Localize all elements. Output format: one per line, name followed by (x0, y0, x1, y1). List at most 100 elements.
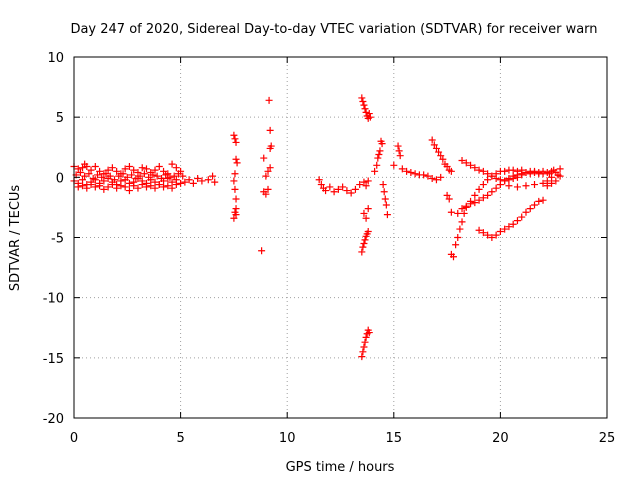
data-point (162, 171, 170, 179)
data-point (488, 172, 496, 180)
data-point (460, 209, 468, 217)
data-point (501, 167, 509, 175)
data-point (360, 101, 368, 109)
x-tick-label: 10 (279, 431, 296, 446)
data-point (74, 183, 82, 191)
data-point (376, 147, 384, 155)
x-tick-label: 25 (599, 431, 616, 446)
y-tick-label: -20 (43, 412, 64, 427)
data-point (315, 176, 323, 184)
x-tick-label: 0 (70, 431, 78, 446)
data-point (492, 175, 500, 183)
data-point (479, 194, 487, 202)
data-point (111, 176, 119, 184)
data-point (179, 172, 187, 180)
data-point (230, 131, 238, 139)
data-point (360, 209, 368, 217)
data-point (91, 163, 99, 171)
data-point (134, 184, 142, 192)
data-point (204, 176, 212, 184)
data-point (456, 225, 464, 233)
data-point (153, 172, 161, 180)
data-point (554, 171, 562, 179)
data-point (104, 183, 112, 191)
data-point (265, 96, 273, 104)
data-point (362, 182, 370, 190)
data-point (83, 163, 91, 171)
data-point (74, 165, 82, 173)
data-point (104, 166, 112, 174)
data-point (374, 154, 382, 162)
data-point (113, 167, 121, 175)
data-point (535, 197, 543, 205)
data-point (462, 159, 470, 167)
data-point (394, 142, 402, 150)
data-point (443, 191, 451, 199)
data-point (395, 147, 403, 155)
data-point (364, 227, 372, 235)
data-point (138, 181, 146, 189)
data-point (260, 154, 268, 162)
data-point (522, 182, 530, 190)
data-point (168, 184, 176, 192)
data-point (383, 211, 391, 219)
data-point (132, 175, 140, 183)
data-point (539, 196, 547, 204)
data-point (552, 177, 560, 185)
data-point (326, 183, 334, 191)
data-point (443, 163, 451, 171)
data-point (475, 196, 483, 204)
data-point (106, 172, 114, 180)
data-point (531, 181, 539, 189)
data-point (96, 182, 104, 190)
data-point (262, 190, 270, 198)
data-point (93, 171, 101, 179)
data-point (452, 241, 460, 249)
y-axis-label: SDTVAR / TECUs (8, 185, 23, 292)
data-point (347, 189, 355, 197)
x-tick-label: 20 (492, 431, 509, 446)
data-point (356, 181, 364, 189)
data-point (160, 167, 168, 175)
data-point (361, 338, 369, 346)
data-point (136, 172, 144, 180)
data-point (365, 329, 373, 337)
data-point (121, 183, 129, 191)
data-point (231, 185, 239, 193)
data-point (177, 179, 185, 187)
data-point (98, 173, 106, 181)
data-point (432, 144, 440, 152)
data-point (398, 165, 406, 173)
data-point (479, 181, 487, 189)
data-point (172, 164, 180, 172)
data-point (556, 165, 564, 173)
data-point (266, 126, 274, 134)
data-point (108, 181, 116, 189)
data-point (262, 172, 270, 180)
data-point (447, 167, 455, 175)
data-point (505, 182, 513, 190)
data-point (87, 166, 95, 174)
grid-lines (74, 57, 607, 418)
data-point (501, 177, 509, 185)
data-point (526, 205, 534, 213)
data-point (430, 141, 438, 149)
data-point (130, 182, 138, 190)
data-point (108, 164, 116, 172)
data-point (471, 199, 479, 207)
data-point (492, 231, 500, 239)
data-point (91, 183, 99, 191)
data-point (462, 202, 470, 210)
data-point (230, 177, 238, 185)
data-point (142, 165, 150, 173)
data-point (83, 184, 91, 192)
data-point (267, 142, 275, 150)
data-point (100, 185, 108, 193)
data-point (89, 175, 97, 183)
data-point (496, 227, 504, 235)
data-point (79, 176, 87, 184)
data-point (378, 140, 386, 148)
x-axis-label: GPS time / hours (286, 460, 395, 475)
data-point (258, 247, 266, 255)
data-point (475, 166, 483, 174)
